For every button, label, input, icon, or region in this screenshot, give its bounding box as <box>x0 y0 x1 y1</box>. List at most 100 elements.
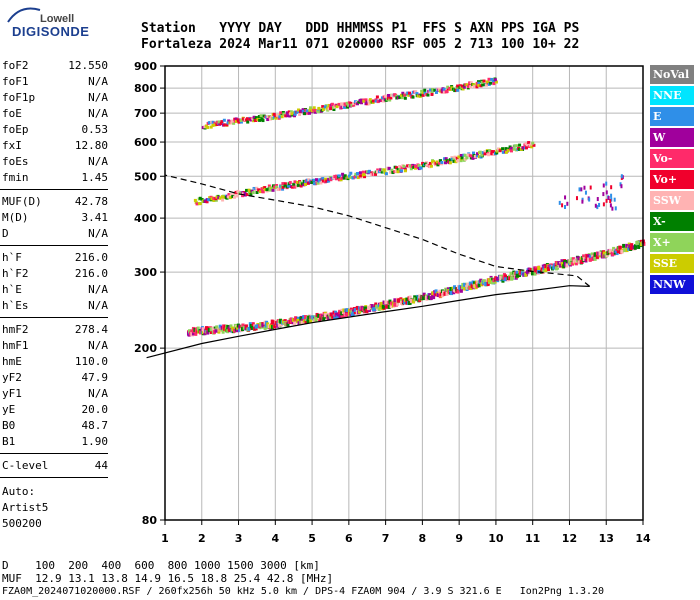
echo-mark <box>558 200 561 205</box>
echo-mark <box>301 109 305 113</box>
logo-brand-top: Lowell <box>40 13 75 25</box>
echo-mark <box>413 295 417 300</box>
echo-mark <box>518 147 522 151</box>
echo-mark <box>227 327 231 332</box>
echo-mark <box>213 121 217 125</box>
echo-mark <box>388 299 392 304</box>
echo-mark <box>212 196 216 200</box>
echo-mark <box>577 260 581 265</box>
param-value: 1.90 <box>81 435 109 448</box>
x-tick-label: 6 <box>345 532 353 545</box>
echo-mark <box>390 301 394 306</box>
echo-mark <box>270 319 274 324</box>
x-tick-label: 8 <box>419 532 427 545</box>
echo-mark <box>403 169 407 173</box>
echo-mark <box>459 153 463 157</box>
echo-mark <box>468 281 472 286</box>
param-name: h`F <box>2 251 22 264</box>
echo-mark <box>433 88 437 92</box>
echo-mark <box>254 118 258 122</box>
param-value: 278.4 <box>74 323 108 336</box>
param-row-fof1p: foF1p N/A <box>2 91 108 107</box>
param-name: M(D) <box>2 211 29 224</box>
param-name: foF2 <box>2 59 29 72</box>
param-row-fmin: fmin 1.45 <box>2 171 108 187</box>
echo-mark <box>559 263 563 268</box>
echo-mark <box>222 118 226 122</box>
electron-density-profile <box>146 285 590 359</box>
footer-file-info: FZA0M_2024071020000.RSF / 260fx256h 50 k… <box>2 586 605 597</box>
echo-mark <box>488 149 492 153</box>
echo-mark <box>436 293 440 298</box>
echo-mark <box>473 154 477 158</box>
echo-mark <box>203 199 207 203</box>
echo-mark <box>207 328 211 333</box>
echo-mark <box>401 91 405 95</box>
echo-mark <box>308 108 312 112</box>
echo-mark <box>201 126 205 130</box>
echo-mark <box>211 120 215 124</box>
echo-mark <box>254 116 258 120</box>
echo-mark <box>390 168 394 172</box>
echo-mark <box>195 202 199 206</box>
echo-mark <box>304 315 308 320</box>
echo-mark <box>331 106 335 110</box>
echo-mark <box>530 271 534 276</box>
echo-mark <box>256 117 260 121</box>
echo-mark <box>482 79 486 83</box>
echo-mark <box>515 273 519 278</box>
legend-item-w: W <box>650 128 694 147</box>
echo-mark <box>268 188 272 192</box>
echo-mark <box>291 185 295 189</box>
echo-mark <box>549 264 553 269</box>
echo-mark <box>214 197 218 201</box>
echo-mark <box>223 324 227 329</box>
echo-mark <box>436 163 440 167</box>
echo-mark <box>475 154 479 158</box>
echo-mark <box>355 305 359 310</box>
echo-mark <box>471 156 475 160</box>
echo-mark <box>344 103 348 107</box>
x-tick-label: 3 <box>235 532 243 545</box>
param-name: foEp <box>2 123 29 136</box>
echo-mark <box>616 249 620 254</box>
echo-mark <box>504 274 508 279</box>
echo-mark <box>289 110 293 114</box>
param-name: C-level <box>2 459 49 472</box>
param-name: h`E <box>2 283 22 296</box>
echo-mark <box>380 170 384 174</box>
echo-mark <box>610 185 613 190</box>
echo-mark <box>531 141 535 145</box>
echo-mark <box>396 167 400 171</box>
echo-mark <box>356 176 360 180</box>
echo-mark <box>438 289 442 294</box>
echo-mark <box>478 150 482 154</box>
echo-mark <box>509 146 513 150</box>
echo-mark <box>443 157 447 161</box>
echo-mark <box>461 285 465 290</box>
echo-mark <box>455 156 459 160</box>
echo-mark <box>271 117 275 121</box>
echo-mark <box>441 293 445 298</box>
echo-mark <box>261 119 265 123</box>
x-tick-label: 13 <box>599 532 614 545</box>
echo-mark <box>493 78 497 82</box>
echo-mark <box>473 281 477 286</box>
echo-mark <box>327 177 331 181</box>
echo-mark <box>296 183 300 187</box>
echo-mark <box>349 171 353 175</box>
echo-mark <box>267 184 271 188</box>
echo-mark <box>490 150 494 154</box>
echo-mark <box>580 259 584 264</box>
echo-mark <box>524 146 528 150</box>
echo-mark <box>205 200 209 204</box>
echo-mark <box>350 103 354 107</box>
echo-mark <box>309 106 313 110</box>
echo-mark <box>421 91 425 95</box>
echo-mark <box>456 84 460 88</box>
echo-mark <box>534 268 538 273</box>
echo-mark <box>203 331 207 336</box>
echo-mark <box>446 85 450 89</box>
echo-mark <box>332 176 336 180</box>
